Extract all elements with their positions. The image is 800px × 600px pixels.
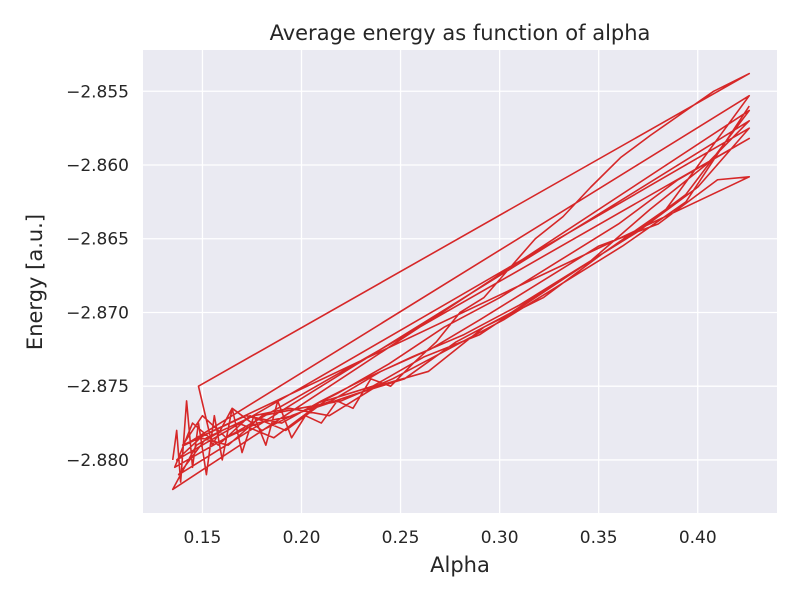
series-group bbox=[171, 72, 751, 491]
y-tick-label: −2.875 bbox=[66, 377, 129, 397]
y-tick-label: −2.870 bbox=[66, 303, 129, 323]
y-tick-label: −2.855 bbox=[66, 82, 129, 102]
x-tick-label: 0.25 bbox=[382, 528, 420, 548]
x-tick-label: 0.15 bbox=[184, 528, 222, 548]
y-tick-label: −2.880 bbox=[66, 451, 129, 471]
plot-background bbox=[143, 50, 777, 513]
y-tick-label: −2.865 bbox=[66, 230, 129, 250]
y-tick-label: −2.860 bbox=[66, 156, 129, 176]
x-tick-label: 0.40 bbox=[679, 528, 717, 548]
y-tick-labels: −2.880 −2.875 −2.870 −2.865 −2.860 −2.855 bbox=[66, 82, 129, 471]
series-line bbox=[171, 72, 751, 491]
x-tick-labels: 0.15 0.20 0.25 0.30 0.35 0.40 bbox=[184, 528, 717, 548]
x-tick-label: 0.35 bbox=[580, 528, 618, 548]
x-axis-label: Alpha bbox=[430, 553, 490, 577]
y-axis-label: Energy [a.u.] bbox=[23, 214, 47, 350]
chart-title: Average energy as function of alpha bbox=[270, 21, 651, 45]
x-tick-label: 0.20 bbox=[283, 528, 321, 548]
x-tick-label: 0.30 bbox=[481, 528, 519, 548]
